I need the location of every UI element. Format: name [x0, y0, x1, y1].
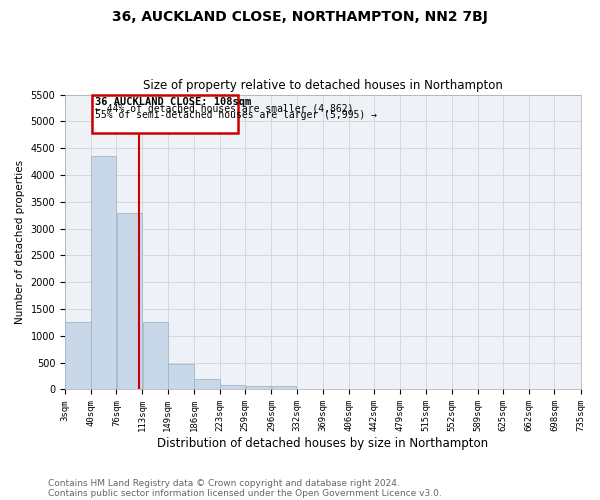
Text: 36, AUCKLAND CLOSE, NORTHAMPTON, NN2 7BJ: 36, AUCKLAND CLOSE, NORTHAMPTON, NN2 7BJ: [112, 10, 488, 24]
Text: 36 AUCKLAND CLOSE: 108sqm: 36 AUCKLAND CLOSE: 108sqm: [95, 96, 251, 106]
Bar: [143, 322, 167, 390]
Bar: [194, 378, 220, 390]
X-axis label: Distribution of detached houses by size in Northampton: Distribution of detached houses by size …: [157, 437, 488, 450]
Title: Size of property relative to detached houses in Northampton: Size of property relative to detached ho…: [143, 79, 503, 92]
Bar: [220, 384, 245, 390]
Text: Contains public sector information licensed under the Open Government Licence v3: Contains public sector information licen…: [48, 488, 442, 498]
Bar: [168, 364, 194, 390]
Bar: [65, 322, 91, 390]
Y-axis label: Number of detached properties: Number of detached properties: [15, 160, 25, 324]
Bar: [116, 212, 142, 390]
Bar: [272, 386, 296, 390]
FancyBboxPatch shape: [92, 94, 238, 133]
Text: 55% of semi-detached houses are larger (5,995) →: 55% of semi-detached houses are larger (…: [95, 110, 377, 120]
Text: ← 44% of detached houses are smaller (4,862): ← 44% of detached houses are smaller (4,…: [95, 103, 354, 113]
Text: Contains HM Land Registry data © Crown copyright and database right 2024.: Contains HM Land Registry data © Crown c…: [48, 478, 400, 488]
Bar: [245, 386, 271, 390]
Bar: [91, 156, 116, 390]
